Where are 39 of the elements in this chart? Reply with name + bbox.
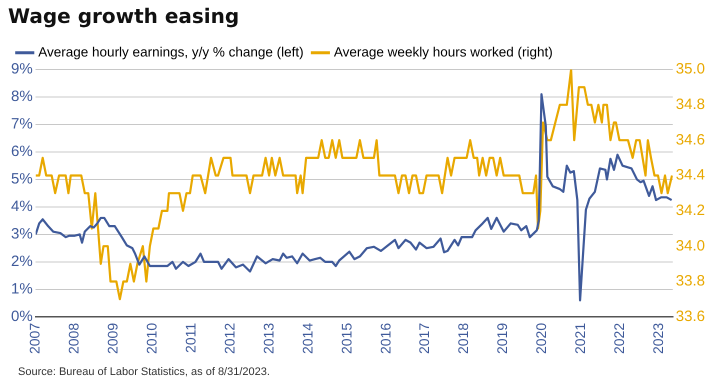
x-tick-label: 2008 bbox=[66, 322, 82, 354]
y-tick-label: 3% bbox=[10, 226, 33, 243]
source-note: Source: Bureau of Labor Statistics, as of 8/31/2023. bbox=[18, 366, 270, 378]
legend-label: Average hourly earnings, y/y % change (left) bbox=[38, 44, 304, 60]
y2-tick-label: 33.6 bbox=[676, 308, 706, 325]
chart-title: Wage growth easing bbox=[8, 4, 240, 28]
x-tick-label: 2018 bbox=[455, 322, 472, 354]
y2-tick-label: 34.8 bbox=[676, 96, 706, 113]
y-tick-label: 8% bbox=[10, 88, 33, 106]
y2-tick-label: 35.0 bbox=[676, 60, 706, 78]
x-tick-label: 2016 bbox=[377, 322, 394, 354]
y-tick-label: 2% bbox=[10, 253, 33, 270]
x-tick-label: 2022 bbox=[611, 322, 628, 354]
y-tick-label: 4% bbox=[10, 198, 33, 216]
x-tick-label: 2019 bbox=[494, 322, 510, 354]
y-tick-label: 1% bbox=[10, 280, 33, 298]
x-tick-label: 2017 bbox=[416, 322, 432, 354]
y2-tick-label: 34.0 bbox=[676, 237, 706, 254]
x-tick-label: 2009 bbox=[104, 322, 120, 354]
x-tick-label: 2011 bbox=[182, 322, 198, 353]
x-tick-label: 2015 bbox=[338, 322, 354, 354]
x-tick-label: 2013 bbox=[260, 322, 276, 354]
x-tick-label: 2020 bbox=[533, 322, 550, 354]
y-tick-label: 0% bbox=[10, 308, 33, 325]
y2-tick-label: 34.4 bbox=[676, 166, 706, 184]
y-tick-label: 6% bbox=[10, 143, 33, 160]
x-tick-label: 2012 bbox=[221, 322, 238, 354]
legend-label: Average weekly hours worked (right) bbox=[334, 44, 553, 60]
y-tick-label: 5% bbox=[10, 170, 33, 188]
x-tick-label: 2007 bbox=[26, 322, 43, 354]
x-tick-label: 2014 bbox=[299, 322, 316, 354]
y-tick-label: 9% bbox=[10, 60, 33, 78]
x-tick-label: 2023 bbox=[650, 322, 666, 354]
y-tick-label: 7% bbox=[10, 116, 33, 133]
y2-tick-label: 34.6 bbox=[676, 131, 706, 148]
x-tick-label: 2021 bbox=[572, 322, 588, 354]
x-tick-label: 2010 bbox=[143, 322, 160, 354]
y2-tick-label: 33.8 bbox=[676, 272, 706, 290]
y2-tick-label: 34.2 bbox=[676, 202, 706, 219]
